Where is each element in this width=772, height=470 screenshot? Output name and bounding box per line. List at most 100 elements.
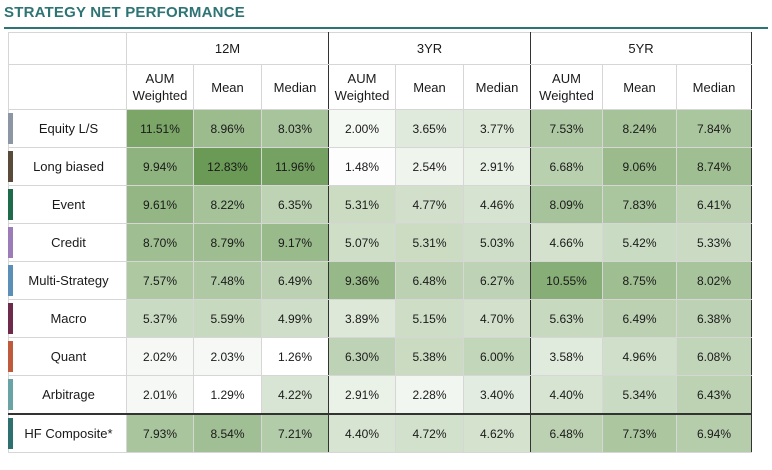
table-cell: 8.54% (193, 413, 262, 453)
table-cell: 5.42% (602, 223, 677, 262)
table-cell: 8.74% (676, 147, 752, 186)
table-row: HF Composite* 7.93% 8.54% 7.21% 4.40% 4.72% 4.… (8, 413, 752, 453)
table-cell: 5.37% (126, 299, 194, 338)
table-cell: 4.77% (395, 185, 464, 224)
strategy-name: Equity L/S (38, 121, 99, 136)
table-cell: 2.91% (328, 375, 396, 415)
table-cell: 7.93% (126, 413, 194, 453)
strategy-color-marker (8, 265, 13, 296)
table-cell: 1.29% (193, 375, 262, 415)
group-header-12m: 12M (126, 32, 329, 65)
table-cell: 7.73% (602, 413, 677, 453)
table-cell: 5.34% (602, 375, 677, 415)
table-cell: 4.96% (602, 337, 677, 376)
table-cell: 6.41% (676, 185, 752, 224)
strategy-color-marker (8, 227, 13, 258)
table-cell: 3.65% (395, 109, 464, 148)
row-label: Macro (8, 299, 127, 338)
table-cell: 6.35% (261, 185, 329, 224)
table-cell: 4.22% (261, 375, 329, 415)
table-cell: 8.79% (193, 223, 262, 262)
table-cell: 4.40% (530, 375, 603, 415)
row-label: Credit (8, 223, 127, 262)
table-cell: 7.83% (602, 185, 677, 224)
table-cell: 2.03% (193, 337, 262, 376)
table-cell: 5.15% (395, 299, 464, 338)
table-cell: 2.91% (463, 147, 531, 186)
table-cell: 2.54% (395, 147, 464, 186)
table-cell: 7.84% (676, 109, 752, 148)
table-row: Multi-Strategy 7.57% 7.48% 6.49% 9.36% 6.48% 6… (8, 261, 752, 300)
table-cell: 8.09% (530, 185, 603, 224)
table-cell: 11.96% (261, 147, 329, 186)
strategy-color-marker (8, 151, 13, 182)
strategy-color-marker (8, 303, 13, 334)
table-cell: 9.61% (126, 185, 194, 224)
table-cell: 7.57% (126, 261, 194, 300)
title-divider (4, 27, 768, 29)
column-header-median: Median (676, 64, 752, 110)
table-cell: 5.59% (193, 299, 262, 338)
table-cell: 8.75% (602, 261, 677, 300)
column-header-median: Median (463, 64, 531, 110)
table-cell: 12.83% (193, 147, 262, 186)
table-cell: 11.51% (126, 109, 194, 148)
table-row: Arbitrage 2.01% 1.29% 4.22% 2.91% 2.28% 3.40% 4… (8, 375, 752, 415)
strategy-color-marker (8, 341, 13, 372)
table-cell: 8.03% (261, 109, 329, 148)
row-label: HF Composite* (8, 413, 127, 453)
row-label: Equity L/S (8, 109, 127, 148)
table-cell: 4.70% (463, 299, 531, 338)
table-cell: 5.31% (328, 185, 396, 224)
header-spacer (8, 64, 127, 110)
table-cell: 6.30% (328, 337, 396, 376)
table-cell: 9.17% (261, 223, 329, 262)
table-row: Equity L/S 11.51% 8.96% 8.03% 2.00% 3.65% 3.77… (8, 109, 752, 148)
column-header-median: Median (261, 64, 329, 110)
table-body: Equity L/S 11.51% 8.96% 8.03% 2.00% 3.65% 3.77… (8, 109, 752, 453)
table-cell: 6.08% (676, 337, 752, 376)
strategy-color-marker (8, 113, 13, 144)
table-cell: 6.43% (676, 375, 752, 415)
table-cell: 7.53% (530, 109, 603, 148)
group-header-3yr: 3YR (328, 32, 531, 65)
table-cell: 7.48% (193, 261, 262, 300)
strategy-name: Macro (50, 311, 87, 326)
page-title: STRATEGY NET PERFORMANCE (4, 4, 245, 21)
column-header-mean: Mean (395, 64, 464, 110)
table-cell: 8.22% (193, 185, 262, 224)
table-cell: 6.94% (676, 413, 752, 453)
table-row: Quant 2.02% 2.03% 1.26% 6.30% 5.38% 6.00% 3.58%… (8, 337, 752, 376)
strategy-name: Credit (51, 235, 86, 250)
table-cell: 8.96% (193, 109, 262, 148)
table-cell: 5.31% (395, 223, 464, 262)
row-label: Multi-Strategy (8, 261, 127, 300)
table-cell: 2.01% (126, 375, 194, 415)
table-row: Event 9.61% 8.22% 6.35% 5.31% 4.77% 4.46% 8.09%… (8, 185, 752, 224)
table-cell: 3.77% (463, 109, 531, 148)
table-cell: 5.33% (676, 223, 752, 262)
table-cell: 3.58% (530, 337, 603, 376)
strategy-name: Arbitrage (42, 387, 95, 402)
strategy-color-marker (8, 379, 13, 410)
table-cell: 5.07% (328, 223, 396, 262)
table-cell: 7.21% (261, 413, 329, 453)
table-cell: 6.49% (261, 261, 329, 300)
strategy-color-marker (8, 189, 13, 220)
table-cell: 4.62% (463, 413, 531, 453)
table-cell: 6.68% (530, 147, 603, 186)
table-cell: 4.66% (530, 223, 603, 262)
table-cell: 8.70% (126, 223, 194, 262)
strategy-name: Long biased (33, 159, 104, 174)
table-cell: 6.00% (463, 337, 531, 376)
table-cell: 4.40% (328, 413, 396, 453)
table-cell: 3.40% (463, 375, 531, 415)
table-cell: 1.48% (328, 147, 396, 186)
row-label: Long biased (8, 147, 127, 186)
table-cell: 6.48% (395, 261, 464, 300)
table-cell: 10.55% (530, 261, 603, 300)
table-cell: 6.38% (676, 299, 752, 338)
column-header-aum-weighted: AUM Weighted (530, 64, 603, 110)
table-row: Macro 5.37% 5.59% 4.99% 3.89% 5.15% 4.70% 5.63%… (8, 299, 752, 338)
